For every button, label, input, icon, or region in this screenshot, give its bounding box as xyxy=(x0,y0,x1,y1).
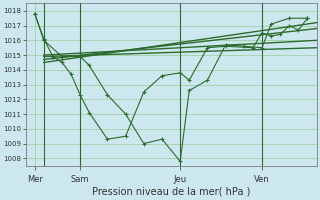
X-axis label: Pression niveau de la mer( hPa ): Pression niveau de la mer( hPa ) xyxy=(92,187,250,197)
